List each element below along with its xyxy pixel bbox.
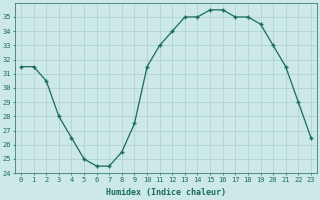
X-axis label: Humidex (Indice chaleur): Humidex (Indice chaleur) (106, 188, 226, 197)
